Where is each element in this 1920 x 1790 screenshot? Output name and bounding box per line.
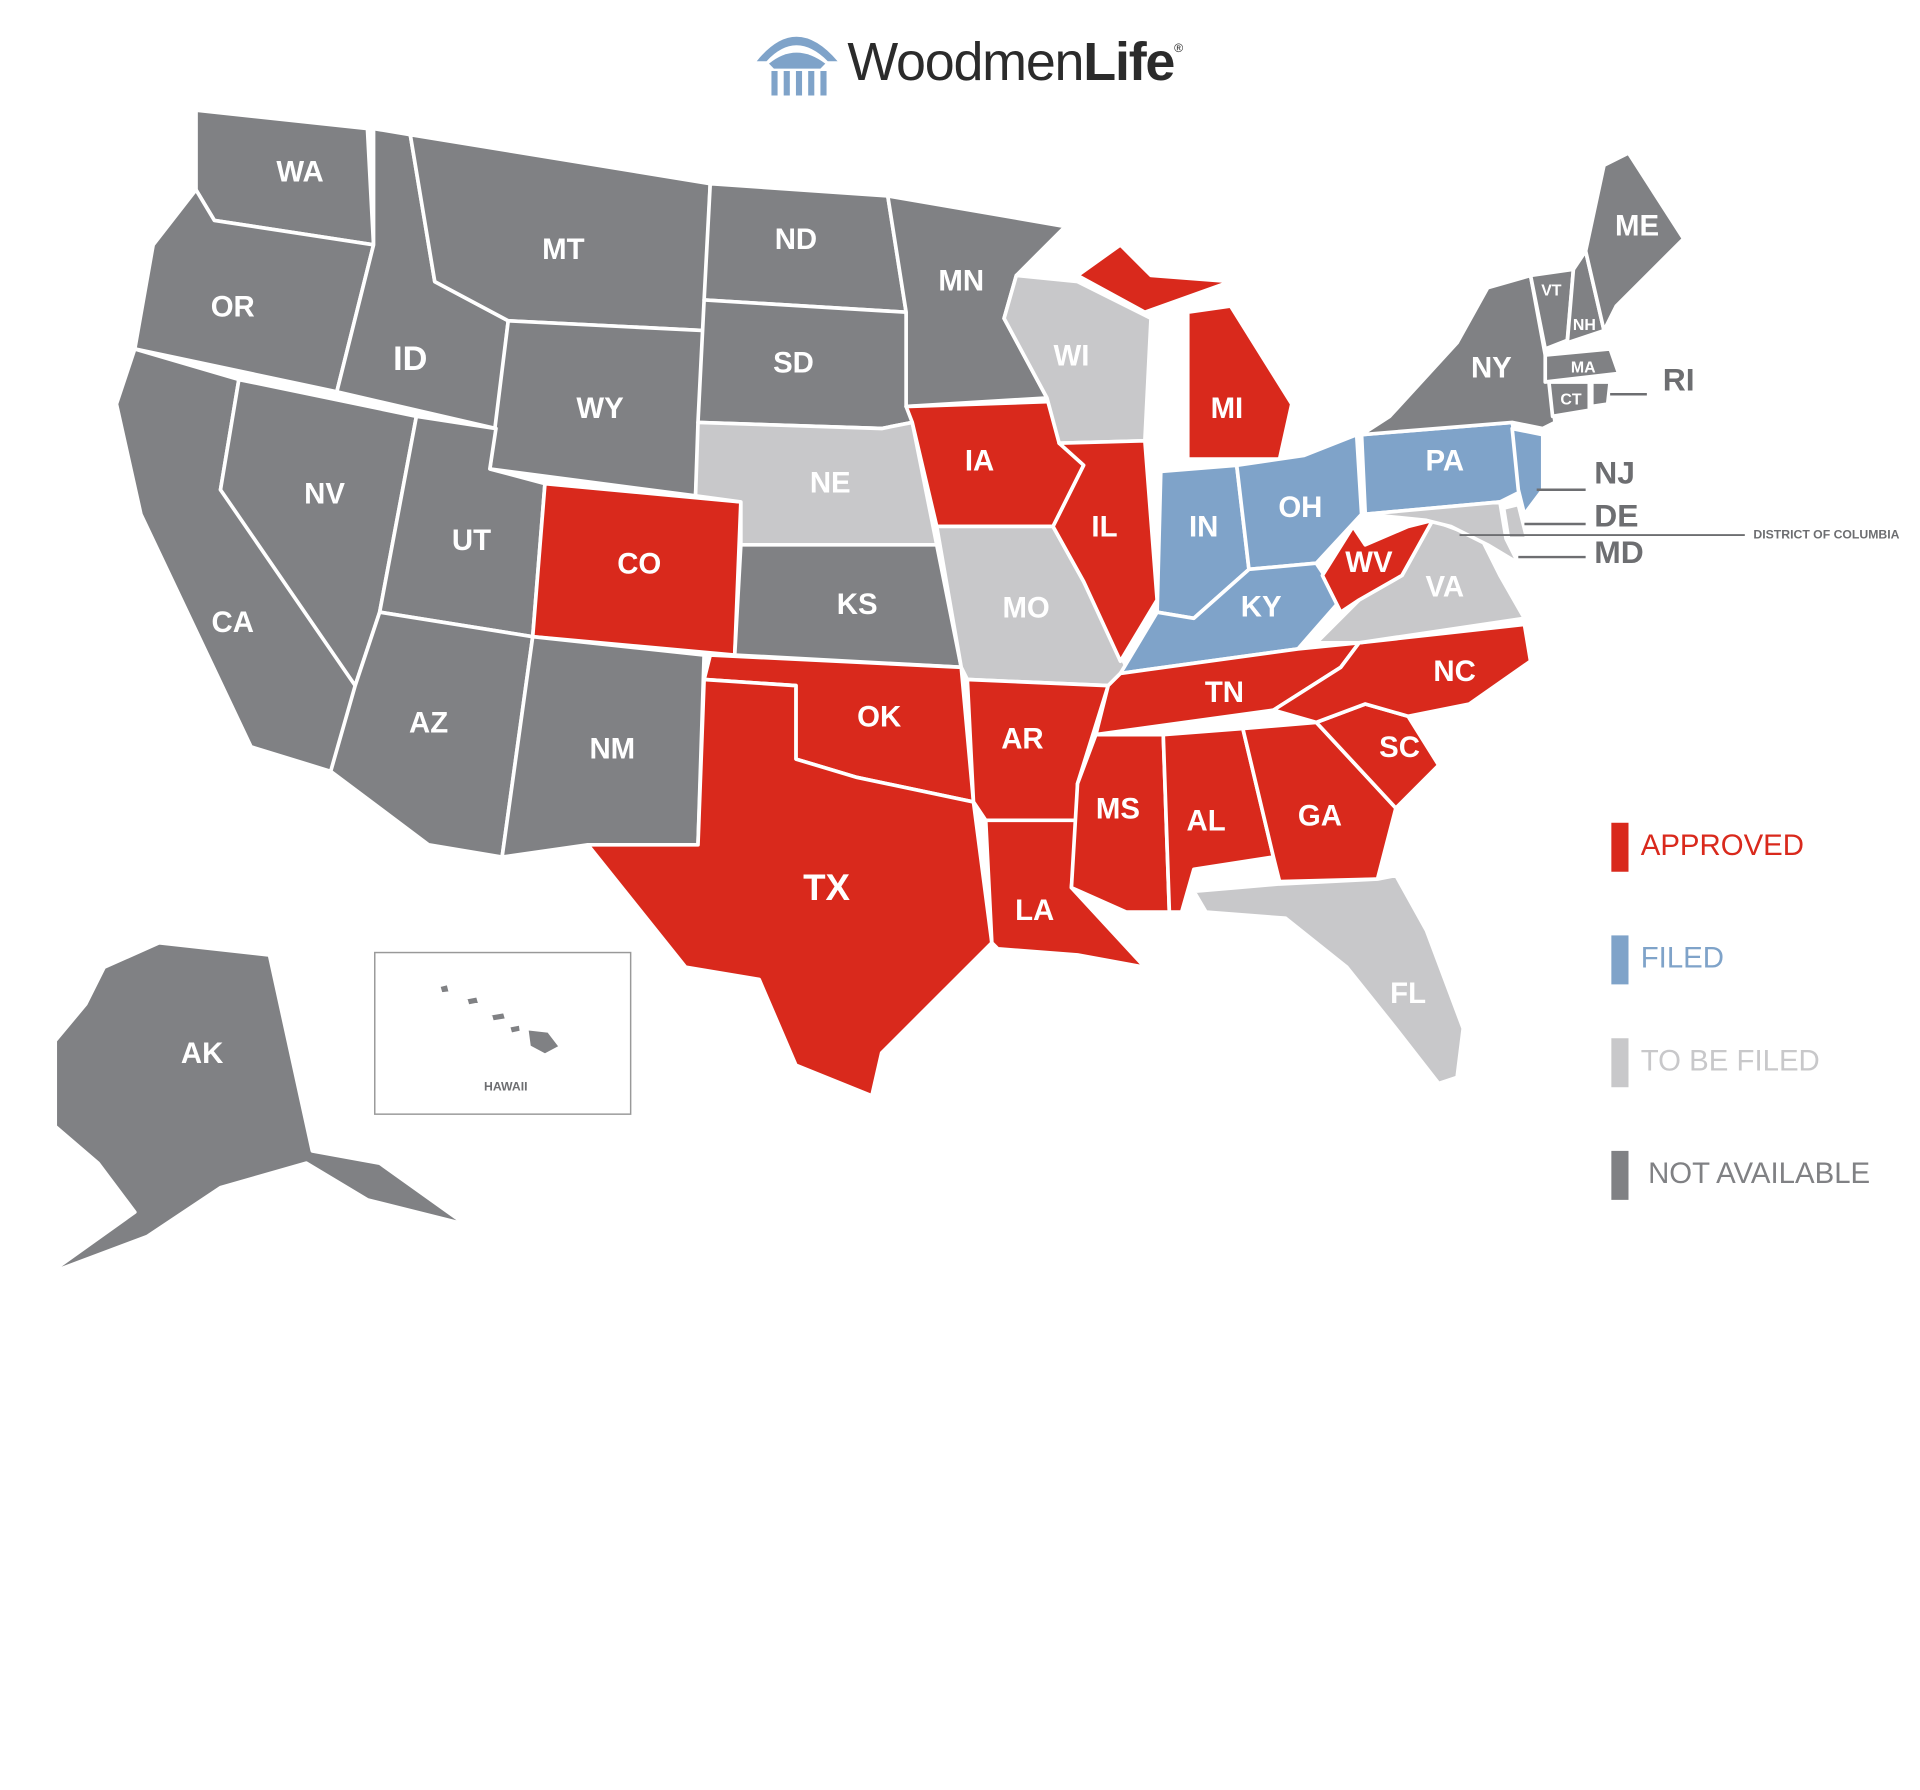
- state-shape: [1543, 347, 1621, 384]
- state-label: GA: [1298, 800, 1342, 833]
- state-label: NE: [810, 467, 851, 500]
- state-label: NY: [1471, 352, 1512, 385]
- brand-bold: Life: [1083, 32, 1174, 92]
- states: WA OR CA NV ID MT WY UT AZ CO NM ND SD NE KS OK TX MN IA MO…: [47, 108, 1900, 1276]
- state-label: KS: [837, 588, 878, 621]
- state-label: ME: [1615, 209, 1659, 242]
- state-shape: [1547, 380, 1592, 419]
- state-shape: [1002, 273, 1153, 446]
- registered-mark: ®: [1174, 41, 1183, 55]
- state-label: RI: [1663, 361, 1695, 397]
- state-label: MT: [542, 233, 584, 266]
- state-shape: [1583, 151, 1686, 333]
- state-label: TX: [803, 867, 850, 908]
- state-label: PA: [1426, 445, 1465, 478]
- state-label: IL: [1091, 511, 1117, 544]
- state-label: WI: [1053, 339, 1089, 372]
- legend-swatch: [1611, 1038, 1629, 1088]
- state-label: MA: [1571, 360, 1596, 377]
- state-shape: [1118, 561, 1343, 676]
- legend-label: TO BE FILED: [1641, 1045, 1820, 1078]
- state-shape: [1192, 873, 1466, 1086]
- state-label: NC: [1433, 655, 1475, 688]
- brand: WoodmenLife®: [847, 32, 1183, 92]
- state-label: DE: [1594, 497, 1638, 533]
- state-shape: [1271, 622, 1533, 725]
- state-label: OH: [1278, 491, 1322, 524]
- legend: APPROVED FILED TO BE FILED NOT AVAILABLE: [1611, 822, 1870, 1200]
- state-label: MD: [1594, 534, 1644, 570]
- legend-label: NOT AVAILABLE: [1648, 1157, 1870, 1190]
- state-label: MN: [938, 265, 984, 298]
- state-label: IA: [965, 445, 994, 478]
- state-label: LA: [1015, 894, 1054, 927]
- state-label: AK: [181, 1037, 223, 1070]
- district-label: DISTRICT OF COLUMBIA: [1753, 527, 1899, 541]
- legend-label: APPROVED: [1641, 829, 1804, 862]
- state-label: SC: [1379, 731, 1420, 764]
- state-shape: [1589, 380, 1612, 409]
- state-label: OR: [211, 290, 255, 323]
- state-shape: [436, 981, 563, 1058]
- legend-swatch: [1611, 1150, 1629, 1200]
- state-label: CA: [212, 606, 254, 639]
- legend-swatch: [1611, 935, 1629, 985]
- legend-swatch: [1611, 822, 1629, 872]
- state-shape: [1501, 502, 1529, 541]
- state-label: CT: [1560, 392, 1581, 409]
- state-label: SD: [773, 347, 814, 380]
- state-label: AZ: [409, 707, 448, 740]
- state-label: WV: [1345, 546, 1393, 579]
- state-label: OK: [857, 700, 901, 733]
- state-shape: [1051, 438, 1159, 663]
- state-shape: [47, 940, 468, 1276]
- state-label: MO: [1002, 591, 1049, 624]
- state-shape: [1510, 426, 1545, 517]
- state-label: KY: [1241, 590, 1282, 623]
- state-label: AR: [1001, 722, 1043, 755]
- state-label: MS: [1096, 792, 1140, 825]
- legend-label: FILED: [1641, 942, 1724, 975]
- state-label: HAWAII: [484, 1079, 528, 1093]
- state-label: WY: [576, 392, 624, 425]
- logo-icon: [756, 36, 838, 96]
- brand-light: Woodmen: [847, 32, 1083, 92]
- state-label: TN: [1205, 676, 1244, 709]
- state-label: CO: [617, 547, 661, 580]
- state-label: IN: [1189, 511, 1218, 544]
- state-shape: [1359, 273, 1557, 437]
- state-label: NM: [589, 732, 635, 765]
- state-label: VT: [1541, 283, 1562, 300]
- state-label: UT: [452, 524, 491, 557]
- state-label: NV: [304, 478, 345, 511]
- state-shape: [1075, 243, 1294, 461]
- state-label: NH: [1573, 317, 1596, 334]
- state-label: AL: [1187, 805, 1226, 838]
- state-label: VA: [1426, 571, 1465, 604]
- state-shape: [585, 677, 994, 1098]
- state-label: NJ: [1594, 454, 1635, 490]
- state-label: WA: [276, 156, 323, 189]
- state-label: MI: [1211, 392, 1244, 425]
- state-label: FL: [1390, 977, 1426, 1010]
- state-label: ND: [775, 223, 817, 256]
- state-shape: [1363, 500, 1521, 566]
- state-label: ID: [393, 340, 427, 378]
- hawaii-inset: [374, 951, 632, 1115]
